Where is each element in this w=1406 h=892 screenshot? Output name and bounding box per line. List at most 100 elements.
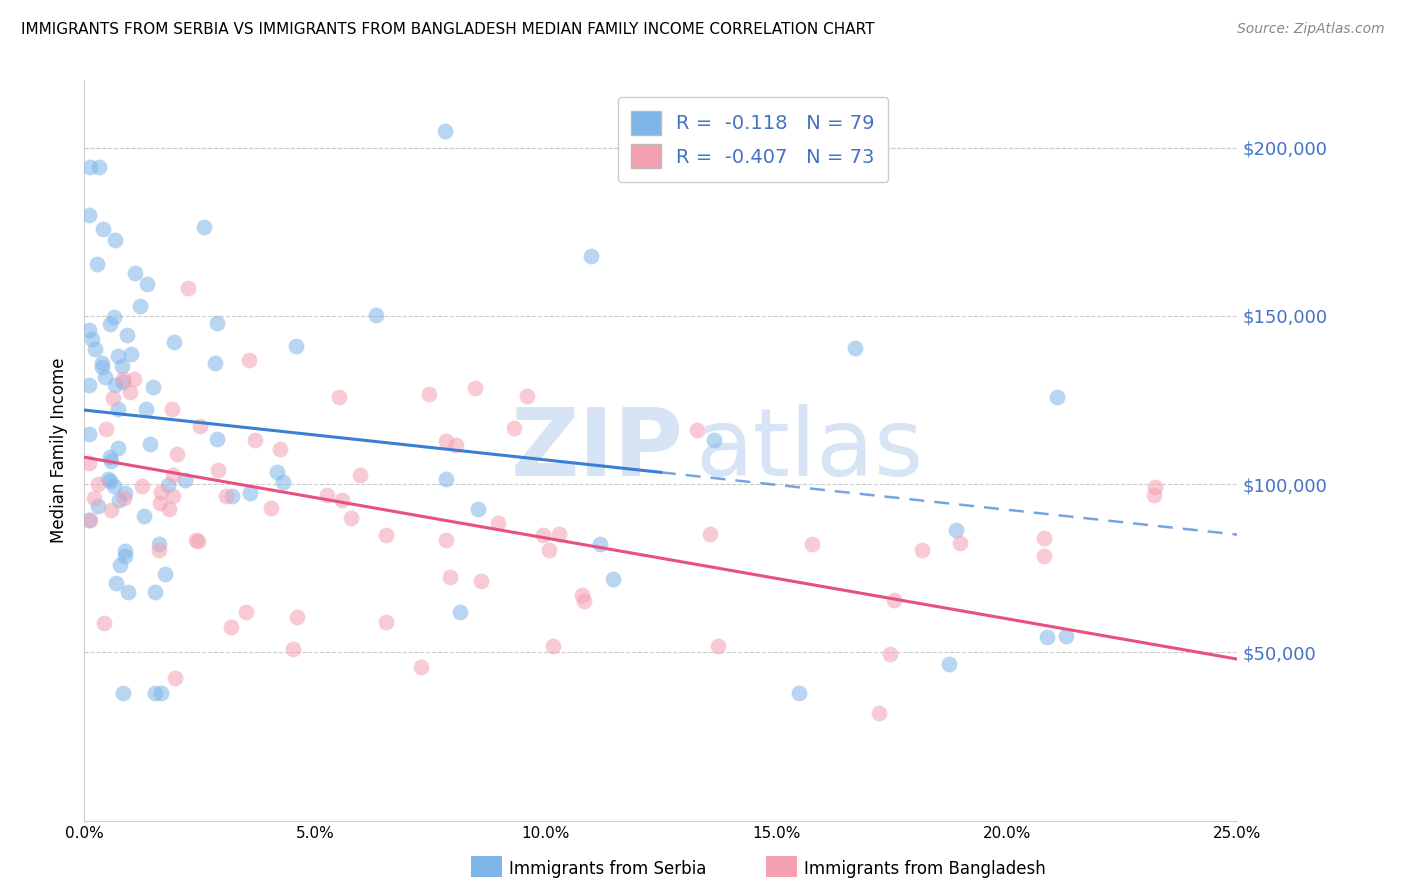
Point [77,377,100,392]
Text: atlas: atlas [696,404,924,497]
Point [328,390,350,404]
Point [434,533,457,548]
Point [340,511,363,525]
Point [98,450,121,465]
Point [444,438,467,452]
Point [86,257,108,271]
Point [100,454,122,468]
Point [148,543,170,558]
Point [571,588,593,602]
Point [235,605,257,619]
Point [1036,630,1059,644]
Point [111,372,134,386]
Point [266,465,288,479]
Point [145,686,167,700]
Point [111,686,134,700]
Point [284,339,307,353]
Point [418,387,440,401]
Point [281,641,304,656]
Point [136,277,159,291]
Point [107,441,129,455]
Point [77,426,100,441]
Point [260,500,283,515]
Point [174,473,197,487]
Text: Immigrants from Bangladesh: Immigrants from Bangladesh [804,860,1046,878]
Point [83,491,105,505]
Point [107,349,129,363]
Point [91,356,114,370]
Point [131,479,153,493]
Point [531,528,554,542]
Point [157,477,180,491]
Point [91,221,114,235]
Point [411,660,433,674]
Point [111,359,134,373]
Point [547,526,569,541]
Point [883,593,905,607]
Point [602,572,624,586]
Point [1033,531,1056,545]
Point [271,475,294,490]
Point [110,558,132,572]
Point [129,299,152,313]
Point [938,657,960,671]
Point [349,467,371,482]
Point [79,160,101,174]
Point [98,474,121,488]
Point [1046,390,1069,404]
Point [205,316,228,330]
Point [104,378,127,392]
Point [115,327,138,342]
Point [188,419,211,434]
Point [112,491,135,506]
Point [911,543,934,558]
Point [207,433,229,447]
Point [537,543,560,558]
Point [1144,480,1167,494]
Point [97,472,120,486]
Legend: R =  -0.118   N = 79, R =  -0.407   N = 73: R = -0.118 N = 79, R = -0.407 N = 73 [617,97,889,182]
Point [77,513,100,527]
Point [150,686,173,700]
Text: Source: ZipAtlas.com: Source: ZipAtlas.com [1237,22,1385,37]
Point [486,516,509,530]
Point [470,574,492,588]
Point [94,370,117,384]
Point [124,266,146,280]
Point [100,502,122,516]
Point [374,615,396,629]
Point [439,570,461,584]
Point [84,342,107,356]
Point [90,359,112,374]
Point [77,323,100,337]
Point [945,523,967,537]
Text: ZIP: ZIP [510,404,683,497]
Point [157,502,180,516]
Point [949,536,972,550]
Point [98,317,121,331]
Point [122,371,145,385]
Point [503,420,526,434]
Point [101,392,124,406]
Point [162,489,184,503]
Point [238,352,260,367]
Point [207,463,229,477]
Point [150,484,173,499]
Point [87,160,110,174]
Point [82,332,104,346]
Point [879,647,901,661]
Point [364,308,387,322]
Point [434,124,457,138]
Point [142,380,165,394]
Point [103,478,125,492]
Point [104,233,127,247]
Point [79,513,101,527]
Point [148,495,170,509]
Point [375,528,398,542]
Point [219,620,242,634]
Point [467,501,489,516]
Point [96,422,118,436]
Point [516,389,538,403]
Point [269,442,291,456]
Point [844,341,866,355]
